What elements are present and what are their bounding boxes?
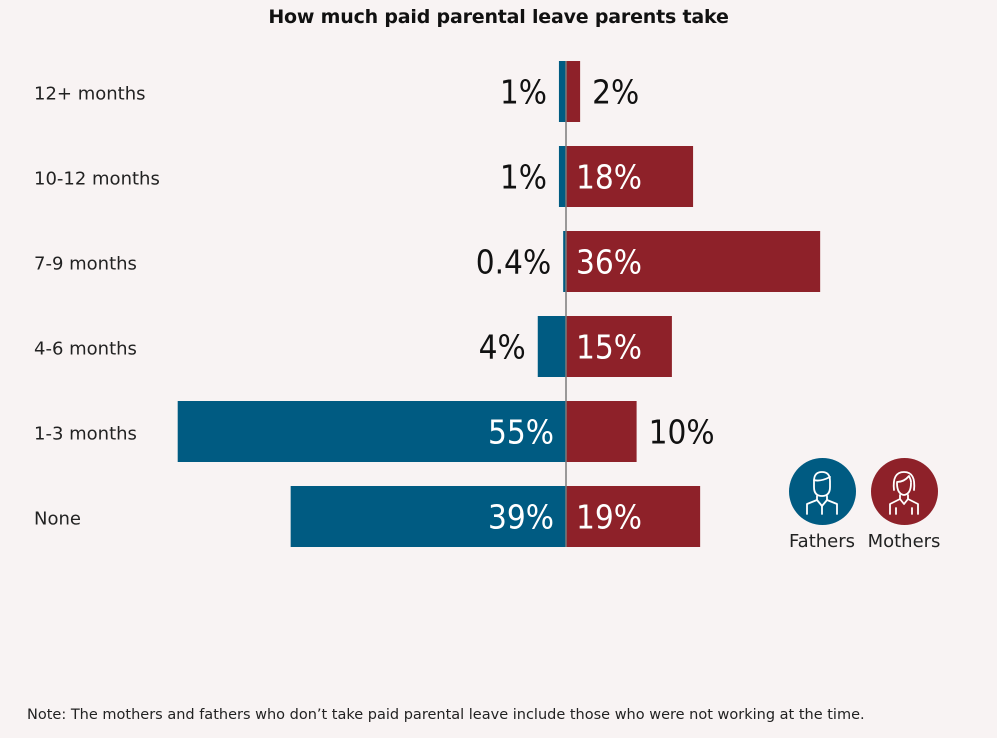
value-label-fathers: 1%: [500, 73, 547, 112]
value-label-fathers: 55%: [488, 413, 554, 452]
value-label-fathers: 1%: [500, 158, 547, 197]
category-label: 12+ months: [34, 84, 146, 105]
bar-fathers: [290, 486, 566, 547]
value-label-mothers: 36%: [576, 243, 642, 282]
value-label-mothers: 15%: [576, 328, 642, 367]
category-labels: 12+ months 10-12 months 7-9 months 4-6 mont…: [34, 84, 160, 530]
value-label-fathers: 39%: [488, 498, 554, 537]
legend-fathers-label: Fathers: [788, 531, 856, 552]
bar-fathers: [177, 401, 566, 462]
value-label-mothers: 19%: [576, 498, 642, 537]
bar-fathers: [563, 231, 566, 292]
value-label-fathers: 0.4%: [476, 243, 551, 282]
footnote: Note: The mothers and fathers who don’t …: [27, 707, 865, 723]
bars: [177, 61, 821, 547]
bar-mothers: [566, 401, 637, 462]
category-label: None: [34, 509, 81, 530]
diverging-bar-chart: 12+ months 10-12 months 7-9 months 4-6 mont…: [34, 61, 821, 547]
value-label-fathers: 4%: [479, 328, 526, 367]
category-label: 4-6 months: [34, 339, 137, 360]
value-label-mothers: 2%: [592, 73, 639, 112]
bar-mothers: [566, 316, 672, 377]
bar-mothers: [566, 486, 701, 547]
category-label: 7-9 months: [34, 254, 137, 275]
legend-mothers: Mothers: [864, 458, 944, 552]
bar-mothers: [566, 146, 694, 207]
legend-mothers-label: Mothers: [867, 531, 941, 552]
bar-mothers: [566, 231, 821, 292]
value-label-mothers: 18%: [576, 158, 642, 197]
category-label: 1-3 months: [34, 424, 137, 445]
legend-fathers: Fathers: [782, 458, 862, 552]
value-label-mothers: 10%: [649, 413, 715, 452]
woman-icon: [870, 458, 938, 525]
bar-fathers: [537, 316, 566, 377]
value-labels: 1% 2% 1% 18% 0.4% 36% 4% 15% 55% 10% 39% 19%: [476, 73, 715, 537]
chart-title: How much paid parental leave parents tak…: [268, 6, 729, 28]
man-icon: [788, 458, 856, 525]
bar-fathers: [558, 146, 566, 207]
category-label: 10-12 months: [34, 169, 160, 190]
bar-fathers: [558, 61, 566, 122]
bar-mothers: [566, 61, 581, 122]
